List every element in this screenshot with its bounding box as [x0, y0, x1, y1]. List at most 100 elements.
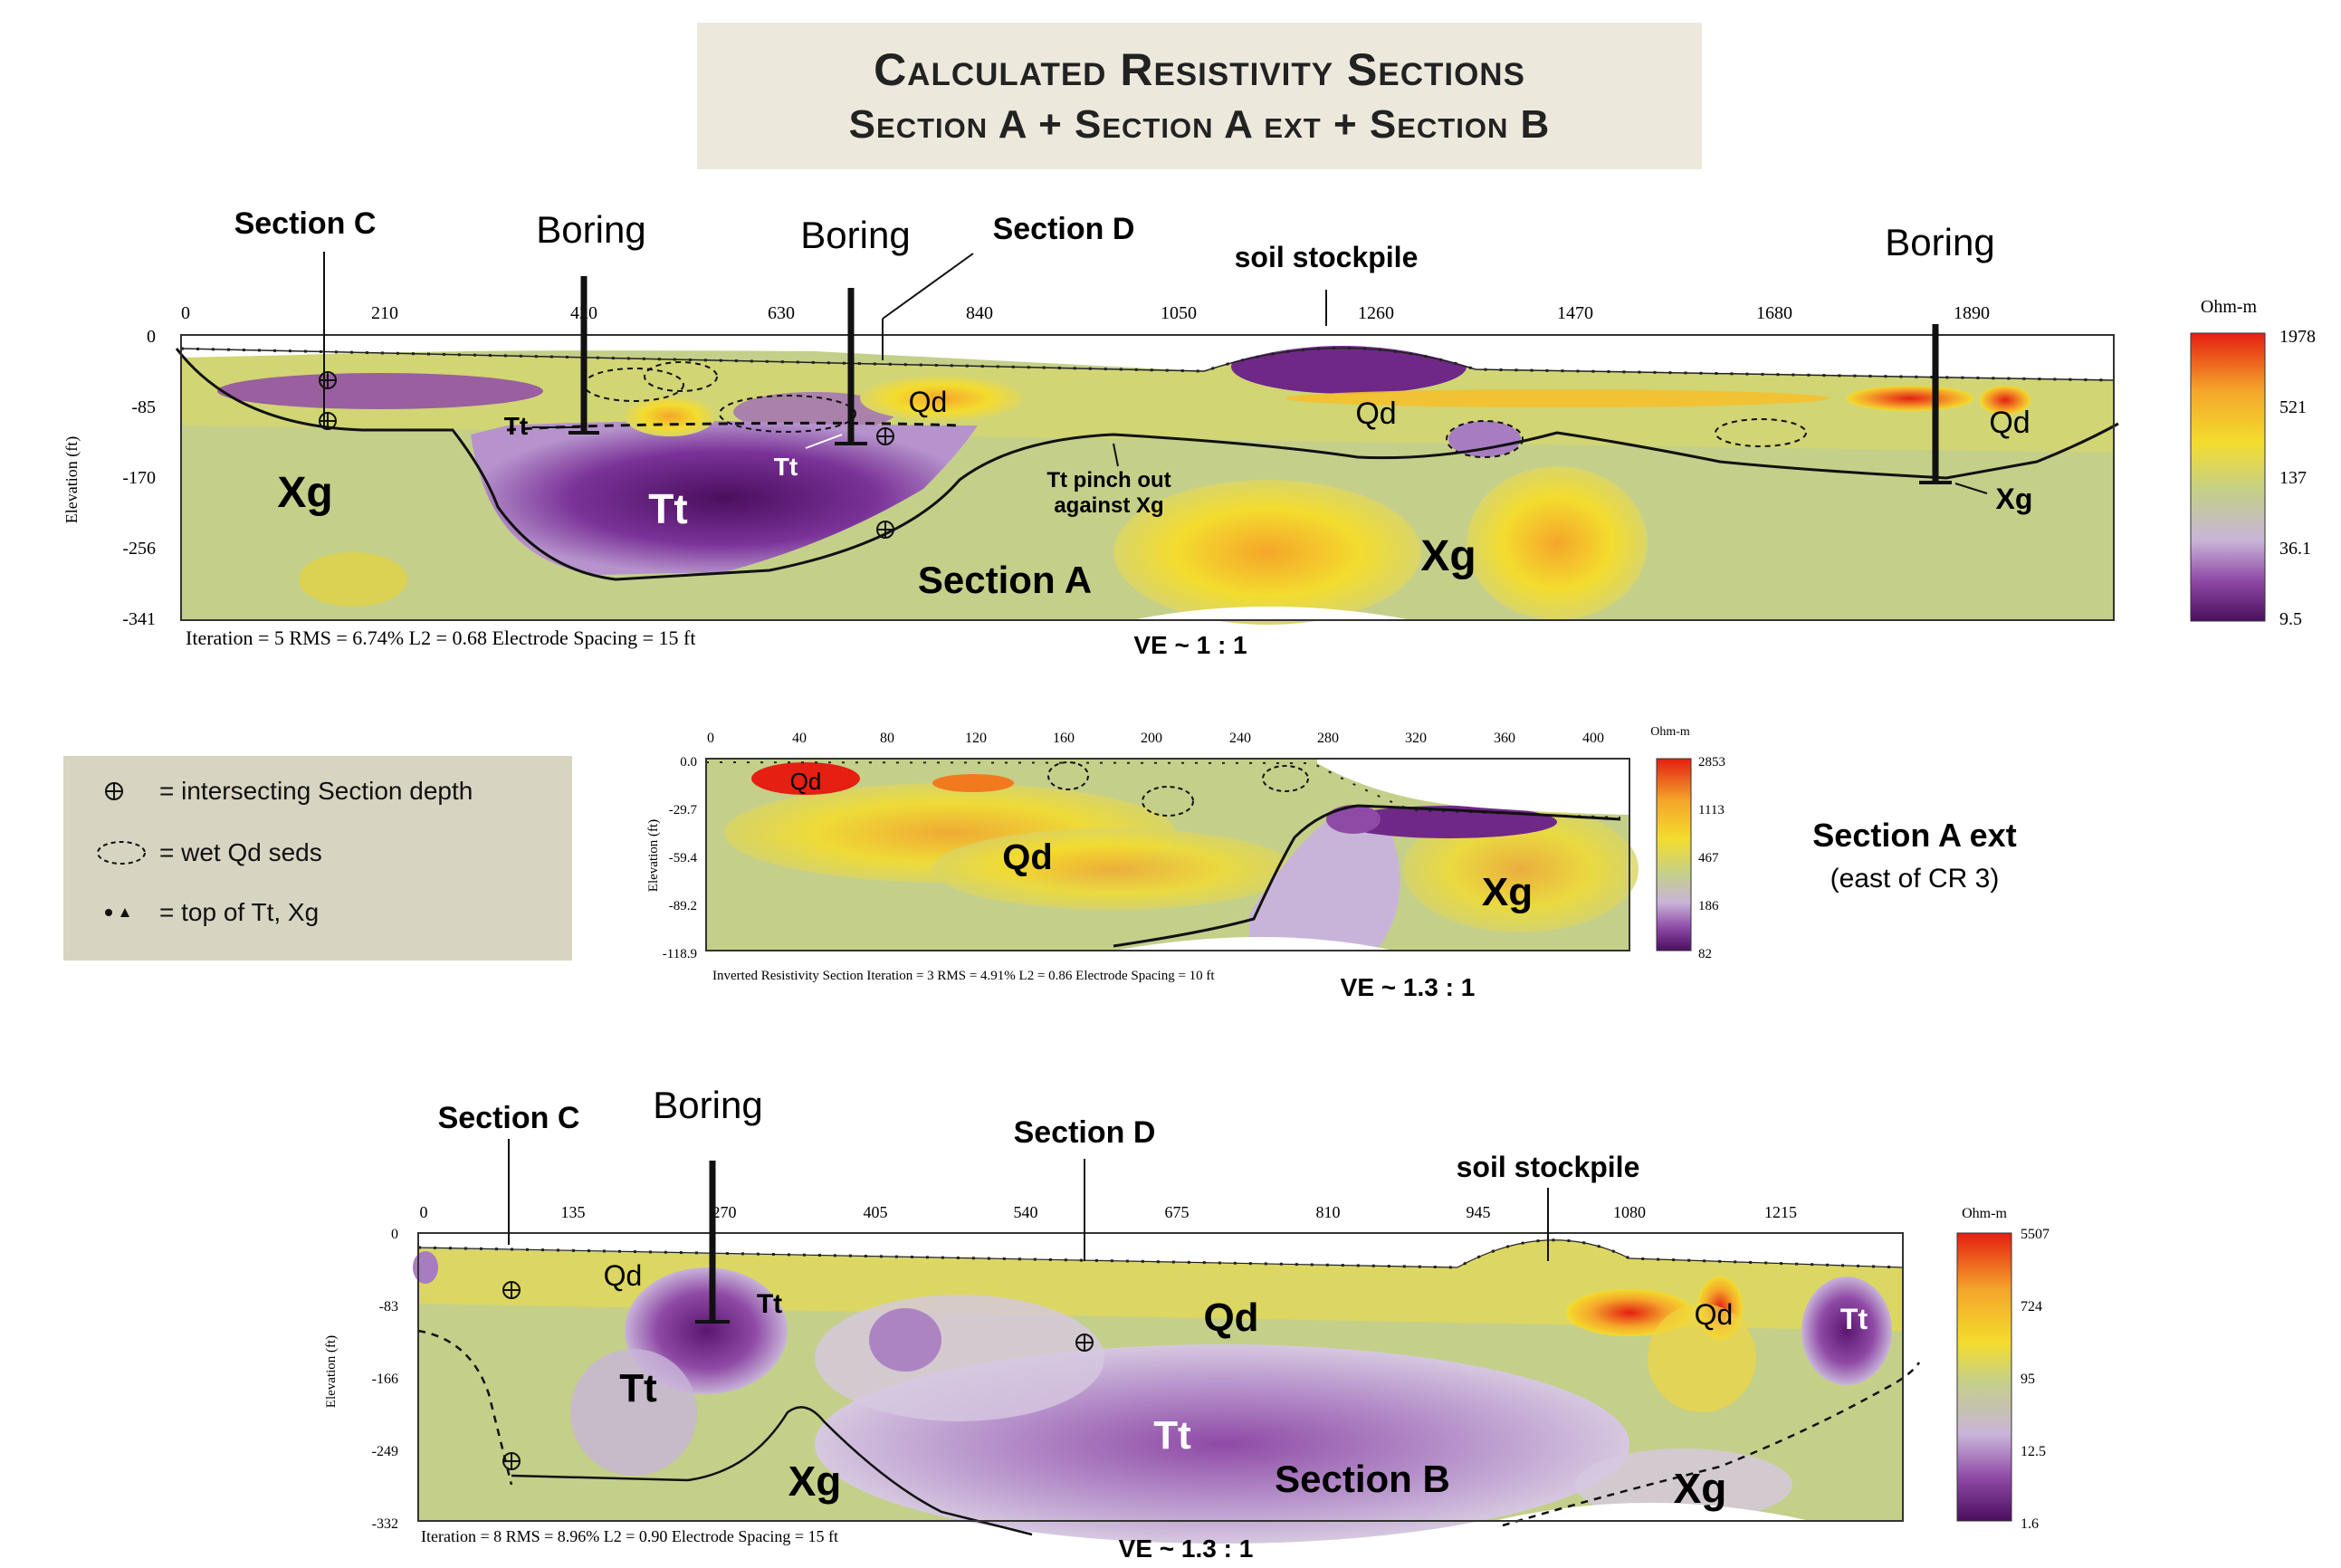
- b-section-d-label: Section D: [1014, 1115, 1156, 1150]
- b-section-name: Section B: [1275, 1458, 1450, 1500]
- y-tick-label: -85: [131, 397, 156, 417]
- y-tick-label: -249: [372, 1444, 398, 1459]
- dashed-ellipse-icon: [97, 841, 146, 865]
- section-a-name: Section A: [918, 559, 1092, 601]
- xg-label: Xg: [788, 1458, 842, 1505]
- x-tick-label: 320: [1405, 731, 1427, 746]
- section-c-label: Section C: [234, 206, 377, 241]
- x-tick-label: 0: [420, 1203, 428, 1221]
- b-xg-dashed: [1502, 1362, 1921, 1527]
- intersect-marker-cross: [503, 1453, 520, 1469]
- y-tick-label: -170: [122, 468, 156, 488]
- ext-red: [751, 762, 860, 795]
- above-surface: [181, 335, 2114, 380]
- intersect-marker-cross: [877, 521, 893, 538]
- colorbar-tick: 5507: [2021, 1227, 2050, 1242]
- qd-label: Qd: [1203, 1296, 1258, 1340]
- colorbar-unit: Ohm-m: [2201, 297, 2258, 317]
- intersection-markers: [319, 371, 894, 539]
- b-axes-frame: [417, 1232, 1904, 1522]
- y-tick-label: 0: [391, 1227, 398, 1242]
- section-b-plot: [413, 1233, 1903, 1544]
- x-tick-label: 280: [1317, 731, 1339, 746]
- x-tick-label: 0: [181, 303, 190, 323]
- x-tick-label: 1215: [1764, 1203, 1797, 1221]
- section-d-leader: [882, 253, 974, 320]
- y-tick-label: -256: [122, 539, 156, 559]
- y-axis-label: Elevation (ft): [646, 819, 661, 892]
- y-tick-label: -83: [379, 1299, 398, 1315]
- x-tick-label: 40: [792, 731, 807, 746]
- colorbar-tick: 95: [2021, 1372, 2035, 1387]
- y-axis-label: Elevation (ft): [324, 1335, 339, 1408]
- x-tick-label: 160: [1053, 731, 1075, 746]
- ext-axes-frame: [705, 758, 1630, 951]
- b-lavender: [815, 1295, 1104, 1421]
- intersect-marker-cross: [877, 428, 893, 445]
- dot-triangle-icon: [105, 908, 129, 917]
- pinch-leader: [1113, 443, 1119, 467]
- b-surface-line: [417, 1239, 1904, 1268]
- section-a-ve: VE ~ 1 : 1: [1133, 631, 1247, 659]
- ext-yellow: [932, 828, 1295, 910]
- tt-xg-boundary: [175, 348, 2119, 581]
- b-section-c-label: Section C: [438, 1101, 580, 1135]
- wet-qd-ellipse: [1262, 765, 1309, 792]
- qd-label: Qd: [1002, 837, 1053, 877]
- b-x-ticks: 0 135 270 405 540 675 810 945 1080 1215: [420, 1203, 1798, 1221]
- section-a-ext-plot: [706, 759, 1639, 951]
- b-lavender: [570, 1349, 697, 1476]
- colorbar-tick: 137: [2279, 468, 2307, 488]
- ext-purple-zone: [1249, 809, 1400, 951]
- title-line-2: Section A + Section A ext + Section B: [848, 102, 1551, 147]
- colorbar-tick: 1978: [2279, 327, 2316, 347]
- x-tick-label: 200: [1141, 731, 1162, 746]
- b-purple: [413, 1251, 438, 1284]
- ext-blank: [1113, 937, 1394, 951]
- section-d-label: Section D: [993, 212, 1135, 246]
- xg-yellow-zone: [1467, 466, 1648, 620]
- section-b-figure: 0 135 270 405 540 675 810 945 1080 1215 …: [324, 1084, 2050, 1563]
- wet-qd-ellipse: [1446, 420, 1524, 458]
- x-tick-label: 810: [1316, 1203, 1341, 1221]
- wet-qd-ellipse: [719, 395, 856, 433]
- colorbar-tick: 521: [2279, 397, 2307, 417]
- wet-qd-ellipse: [1715, 418, 1807, 447]
- x-tick-label: 270: [712, 1203, 737, 1221]
- tt-label: Tt: [1153, 1413, 1191, 1458]
- x-tick-label: 210: [371, 303, 398, 323]
- xg-label: Xg: [1674, 1465, 1727, 1512]
- tt-label: Tt: [619, 1366, 657, 1410]
- y-tick-label: -166: [372, 1372, 398, 1387]
- xg-yellow-zone: [1113, 480, 1421, 625]
- ext-y-ticks: 0.0 -29.7 -59.4 -89.2 -118.9: [663, 755, 698, 961]
- intersect-marker-cross: [320, 413, 336, 429]
- colorbar-tick: 12.5: [2021, 1444, 2046, 1459]
- x-tick-label: 840: [966, 303, 993, 323]
- section-a-colorbar: Ohm-m 1978 521 137 36.1 9.5: [2190, 297, 2316, 629]
- yellow-zone: [299, 552, 407, 607]
- tt-label: Tt: [757, 1289, 782, 1319]
- ext-footer: Inverted Resistivity Section Iteration =…: [712, 969, 1215, 983]
- y-tick-label: -89.2: [669, 899, 697, 913]
- qd-label: Qd: [1695, 1298, 1734, 1331]
- colorbar-tick: 467: [1698, 851, 1719, 865]
- tt-label: Tt: [504, 412, 528, 440]
- qd-label: Qd: [604, 1259, 643, 1292]
- x-tick-label: 360: [1494, 731, 1515, 746]
- legend: = intersecting Section depth = wet Qd se…: [63, 756, 572, 961]
- yellow-zone: [625, 397, 715, 436]
- title-line-1: Calculated Resistivity Sections: [874, 44, 1525, 95]
- x-tick-label: 1260: [1358, 303, 1394, 323]
- yellow-band: [1285, 389, 1829, 407]
- y-tick-label: -118.9: [663, 947, 697, 961]
- b-stockpile-label: soil stockpile: [1457, 1151, 1640, 1183]
- red-zone: [1847, 386, 1973, 411]
- x-tick-label: 945: [1467, 1203, 1491, 1221]
- intersect-marker-cross: [320, 372, 336, 388]
- x-tick-label: 80: [880, 731, 894, 746]
- b-intersection-markers: [502, 1281, 1094, 1470]
- tt-body: [471, 421, 978, 575]
- qd-label: Qd: [1989, 406, 2030, 440]
- legend-item-wet-qd: = wet Qd seds: [96, 837, 322, 868]
